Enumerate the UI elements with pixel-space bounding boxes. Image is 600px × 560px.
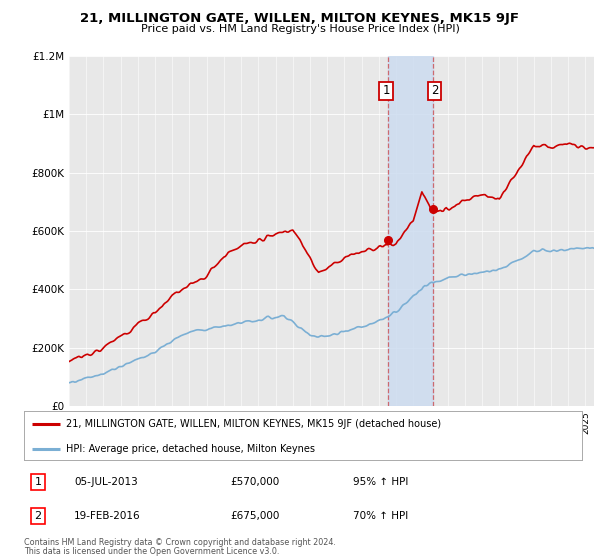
Text: 1: 1	[34, 477, 41, 487]
Bar	[388, 56, 433, 406]
Text: 21, MILLINGTON GATE, WILLEN, MILTON KEYNES, MK15 9JF: 21, MILLINGTON GATE, WILLEN, MILTON KEYN…	[80, 12, 520, 25]
Text: £570,000: £570,000	[230, 477, 280, 487]
Text: 95% ↑ HPI: 95% ↑ HPI	[353, 477, 409, 487]
Text: 70% ↑ HPI: 70% ↑ HPI	[353, 511, 409, 521]
Text: 19-FEB-2016: 19-FEB-2016	[74, 511, 141, 521]
Text: 05-JUL-2013: 05-JUL-2013	[74, 477, 138, 487]
Text: 2: 2	[34, 511, 41, 521]
Text: This data is licensed under the Open Government Licence v3.0.: This data is licensed under the Open Gov…	[24, 547, 280, 556]
Text: 1: 1	[382, 85, 390, 97]
Text: Contains HM Land Registry data © Crown copyright and database right 2024.: Contains HM Land Registry data © Crown c…	[24, 538, 336, 547]
Text: 21, MILLINGTON GATE, WILLEN, MILTON KEYNES, MK15 9JF (detached house): 21, MILLINGTON GATE, WILLEN, MILTON KEYN…	[66, 419, 441, 430]
Text: Price paid vs. HM Land Registry's House Price Index (HPI): Price paid vs. HM Land Registry's House …	[140, 24, 460, 34]
Text: HPI: Average price, detached house, Milton Keynes: HPI: Average price, detached house, Milt…	[66, 445, 315, 455]
Text: 2: 2	[431, 85, 439, 97]
Text: £675,000: £675,000	[230, 511, 280, 521]
